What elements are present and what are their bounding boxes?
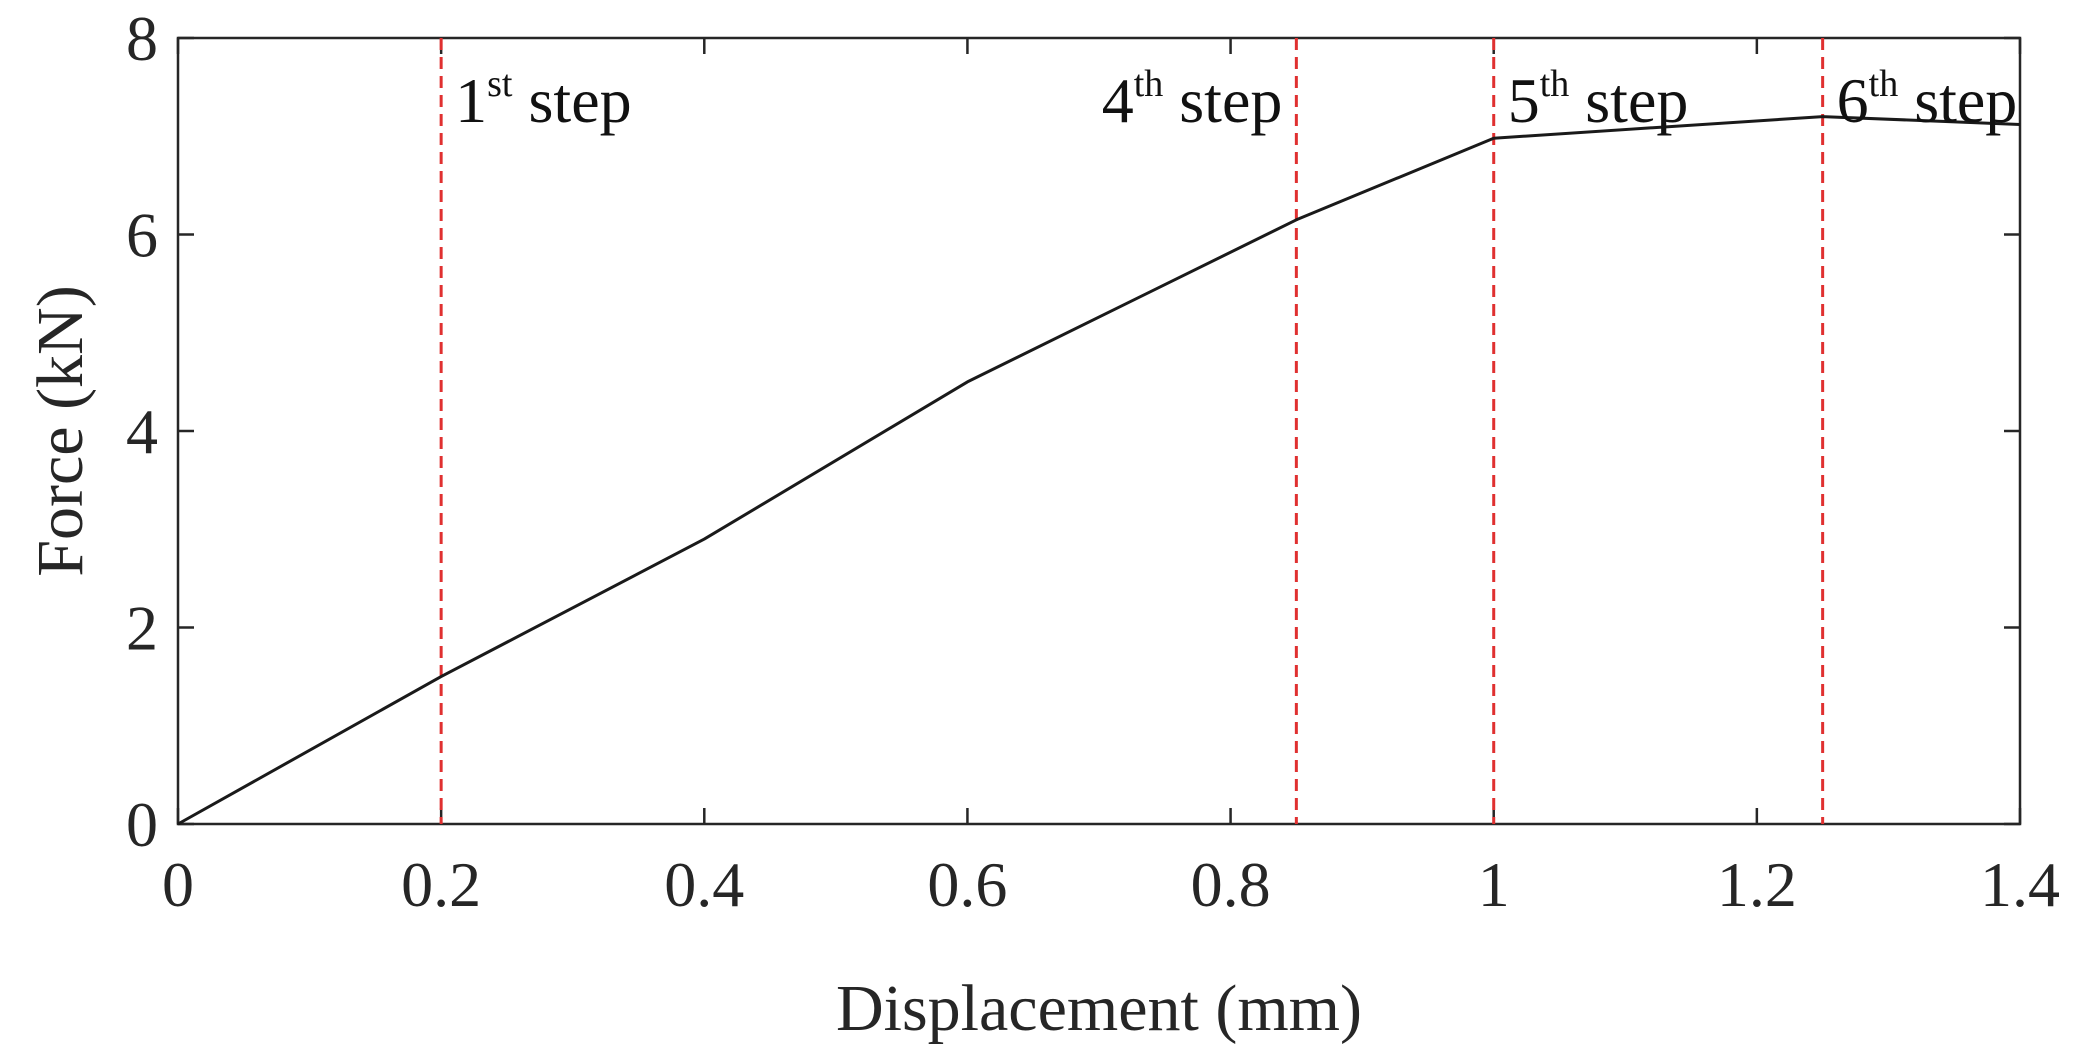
y-tick-label: 0 (126, 789, 158, 860)
force-series-line (177, 115, 2021, 826)
step-label: 1st step (455, 63, 631, 136)
step-label: 6th step (1837, 63, 2018, 136)
step-label: 5th step (1508, 63, 1689, 136)
x-tick-label: 1.2 (1717, 849, 1797, 920)
x-tick-label: 1.4 (1980, 849, 2060, 920)
x-tick-label: 0.8 (1191, 849, 1271, 920)
y-tick-label: 8 (126, 3, 158, 74)
y-tick-label: 6 (126, 200, 158, 271)
x-tick-label: 1 (1478, 849, 1510, 920)
x-tick-label: 0.2 (401, 849, 481, 920)
axes-frame (176, 36, 2022, 826)
x-axis-title: Displacement (mm) (836, 972, 1362, 1045)
x-tick-label: 0.4 (664, 849, 744, 920)
y-tick-label: 2 (126, 593, 158, 664)
y-tick-label: 4 (126, 396, 158, 467)
step-label: 4th step (1102, 63, 1283, 136)
x-tick-label: 0 (162, 849, 194, 920)
plot-area: 0 0.2 0.4 0.6 0.8 1 1.2 1.4 0 2 4 6 8 1st step 4th ste… (126, 3, 2060, 920)
x-tick-label: 0.6 (927, 849, 1007, 920)
y-axis-title: Force (kN) (24, 285, 97, 576)
